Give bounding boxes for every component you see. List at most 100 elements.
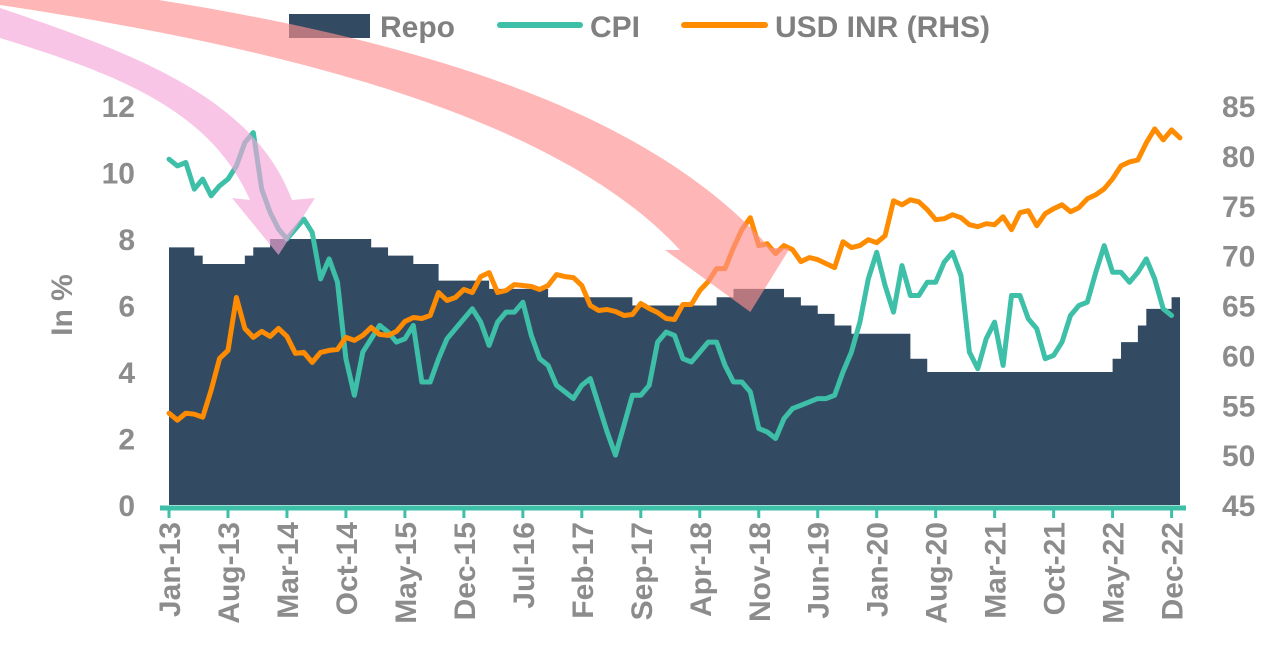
cpi-point xyxy=(817,398,819,400)
cpi-point xyxy=(185,161,187,164)
usdinr-point xyxy=(353,339,355,341)
cpi-point xyxy=(227,178,229,180)
cpi-point xyxy=(1002,364,1004,366)
usdinr-point xyxy=(1095,194,1097,196)
cpi-point xyxy=(800,404,802,406)
usdinr-point xyxy=(951,214,954,216)
y-left-tick-label: 4 xyxy=(118,357,135,390)
cpi-point xyxy=(497,321,499,323)
usdinr-point xyxy=(943,218,945,220)
cpi-point xyxy=(690,361,693,363)
cpi-point xyxy=(623,424,625,426)
cpi-point xyxy=(1053,354,1055,356)
cpi-point xyxy=(1095,271,1097,273)
cpi-point xyxy=(665,331,667,333)
cpi-point xyxy=(404,338,406,340)
usdinr-point xyxy=(1103,188,1105,190)
x-tick-label: Apr-18 xyxy=(685,522,718,617)
cpi-point xyxy=(1171,314,1173,317)
x-tick-label: Jan-13 xyxy=(154,522,187,617)
cpi-point xyxy=(438,358,440,360)
usdinr-point xyxy=(438,291,440,294)
annotation-arrow-pink xyxy=(0,8,315,255)
y-right-tick-label: 65 xyxy=(1222,291,1255,324)
usdinr-point xyxy=(564,276,566,278)
x-tick-label: Mar-14 xyxy=(272,522,305,619)
cpi-point xyxy=(1044,358,1046,360)
cpi-point xyxy=(379,324,381,326)
usdinr-point xyxy=(404,320,406,323)
y-right-tick-label: 70 xyxy=(1222,241,1255,274)
usdinr-point xyxy=(480,276,482,278)
cpi-point xyxy=(480,321,482,323)
usdinr-point xyxy=(800,261,802,263)
x-tick-label: May-22 xyxy=(1098,522,1131,624)
usdinr-point xyxy=(901,204,903,206)
usdinr-point xyxy=(657,311,659,314)
cpi-point xyxy=(362,351,364,353)
cpi-point xyxy=(732,381,735,383)
cpi-point xyxy=(1103,245,1105,247)
usdinr-point xyxy=(581,284,583,287)
usdinr-point xyxy=(1145,142,1147,144)
cpi-point xyxy=(884,285,886,287)
usdinr-point xyxy=(387,334,389,336)
cpi-point xyxy=(707,341,709,343)
x-tick-label: Dec-22 xyxy=(1157,522,1190,620)
cpi-point xyxy=(513,311,516,313)
x-tick-label: Dec-15 xyxy=(449,522,482,620)
usdinr-point xyxy=(1137,159,1139,161)
usdinr-point xyxy=(370,326,372,328)
y-right-tick-label: 55 xyxy=(1222,390,1255,423)
y-right-tick-label: 50 xyxy=(1222,440,1255,473)
y-axis-title: In % xyxy=(46,274,79,336)
x-tick-label: Jul-16 xyxy=(508,522,541,609)
cpi-point xyxy=(648,384,650,386)
usdinr-point xyxy=(1128,161,1131,163)
cpi-point xyxy=(1120,271,1122,273)
usdinr-point xyxy=(1179,137,1181,139)
usdinr-point xyxy=(926,209,928,211)
usdinr-point xyxy=(294,352,296,354)
usdinr-point xyxy=(1112,178,1114,180)
cpi-point xyxy=(193,188,195,190)
usdinr-point xyxy=(412,316,414,319)
x-tick-label: Aug-13 xyxy=(213,522,246,624)
usdinr-point xyxy=(1120,165,1122,167)
cpi-point xyxy=(176,165,178,167)
usdinr-point xyxy=(884,235,886,237)
legend-label-usdinr: USD INR (RHS) xyxy=(775,11,990,44)
cpi-point xyxy=(673,334,676,336)
cpi-point xyxy=(202,178,204,180)
usdinr-point xyxy=(1086,198,1088,200)
y-left-tick-label: 0 xyxy=(118,490,135,523)
usdinr-point xyxy=(1171,129,1173,131)
usdinr-point xyxy=(547,284,549,287)
cpi-point xyxy=(876,251,878,253)
cpi-point xyxy=(614,454,617,456)
x-tick-label: Oct-21 xyxy=(1039,522,1072,615)
x-tick-label: Feb-17 xyxy=(567,522,600,619)
usdinr-point xyxy=(513,284,516,286)
usdinr-point xyxy=(429,314,431,317)
usdinr-point xyxy=(960,217,962,219)
usdinr-point xyxy=(859,245,861,247)
x-tick-label: Nov-18 xyxy=(744,522,777,622)
usdinr-point xyxy=(606,308,608,311)
y-right-tick-label: 80 xyxy=(1222,141,1255,174)
cpi-point xyxy=(1078,304,1080,307)
cpi-point xyxy=(328,258,330,260)
usdinr-point xyxy=(673,318,676,321)
usdinr-point xyxy=(994,224,996,226)
cpi-point xyxy=(850,351,853,353)
cpi-point xyxy=(657,341,659,343)
usdinr-point xyxy=(269,335,271,337)
cpi-point xyxy=(412,324,414,326)
cpi-point xyxy=(530,334,532,336)
usdinr-point xyxy=(421,317,423,320)
cpi-point xyxy=(589,378,591,380)
cpi-point xyxy=(1027,318,1029,320)
y-right-tick-label: 85 xyxy=(1222,91,1255,124)
y-left-tick-label: 12 xyxy=(102,91,135,124)
cpi-point xyxy=(943,261,945,263)
